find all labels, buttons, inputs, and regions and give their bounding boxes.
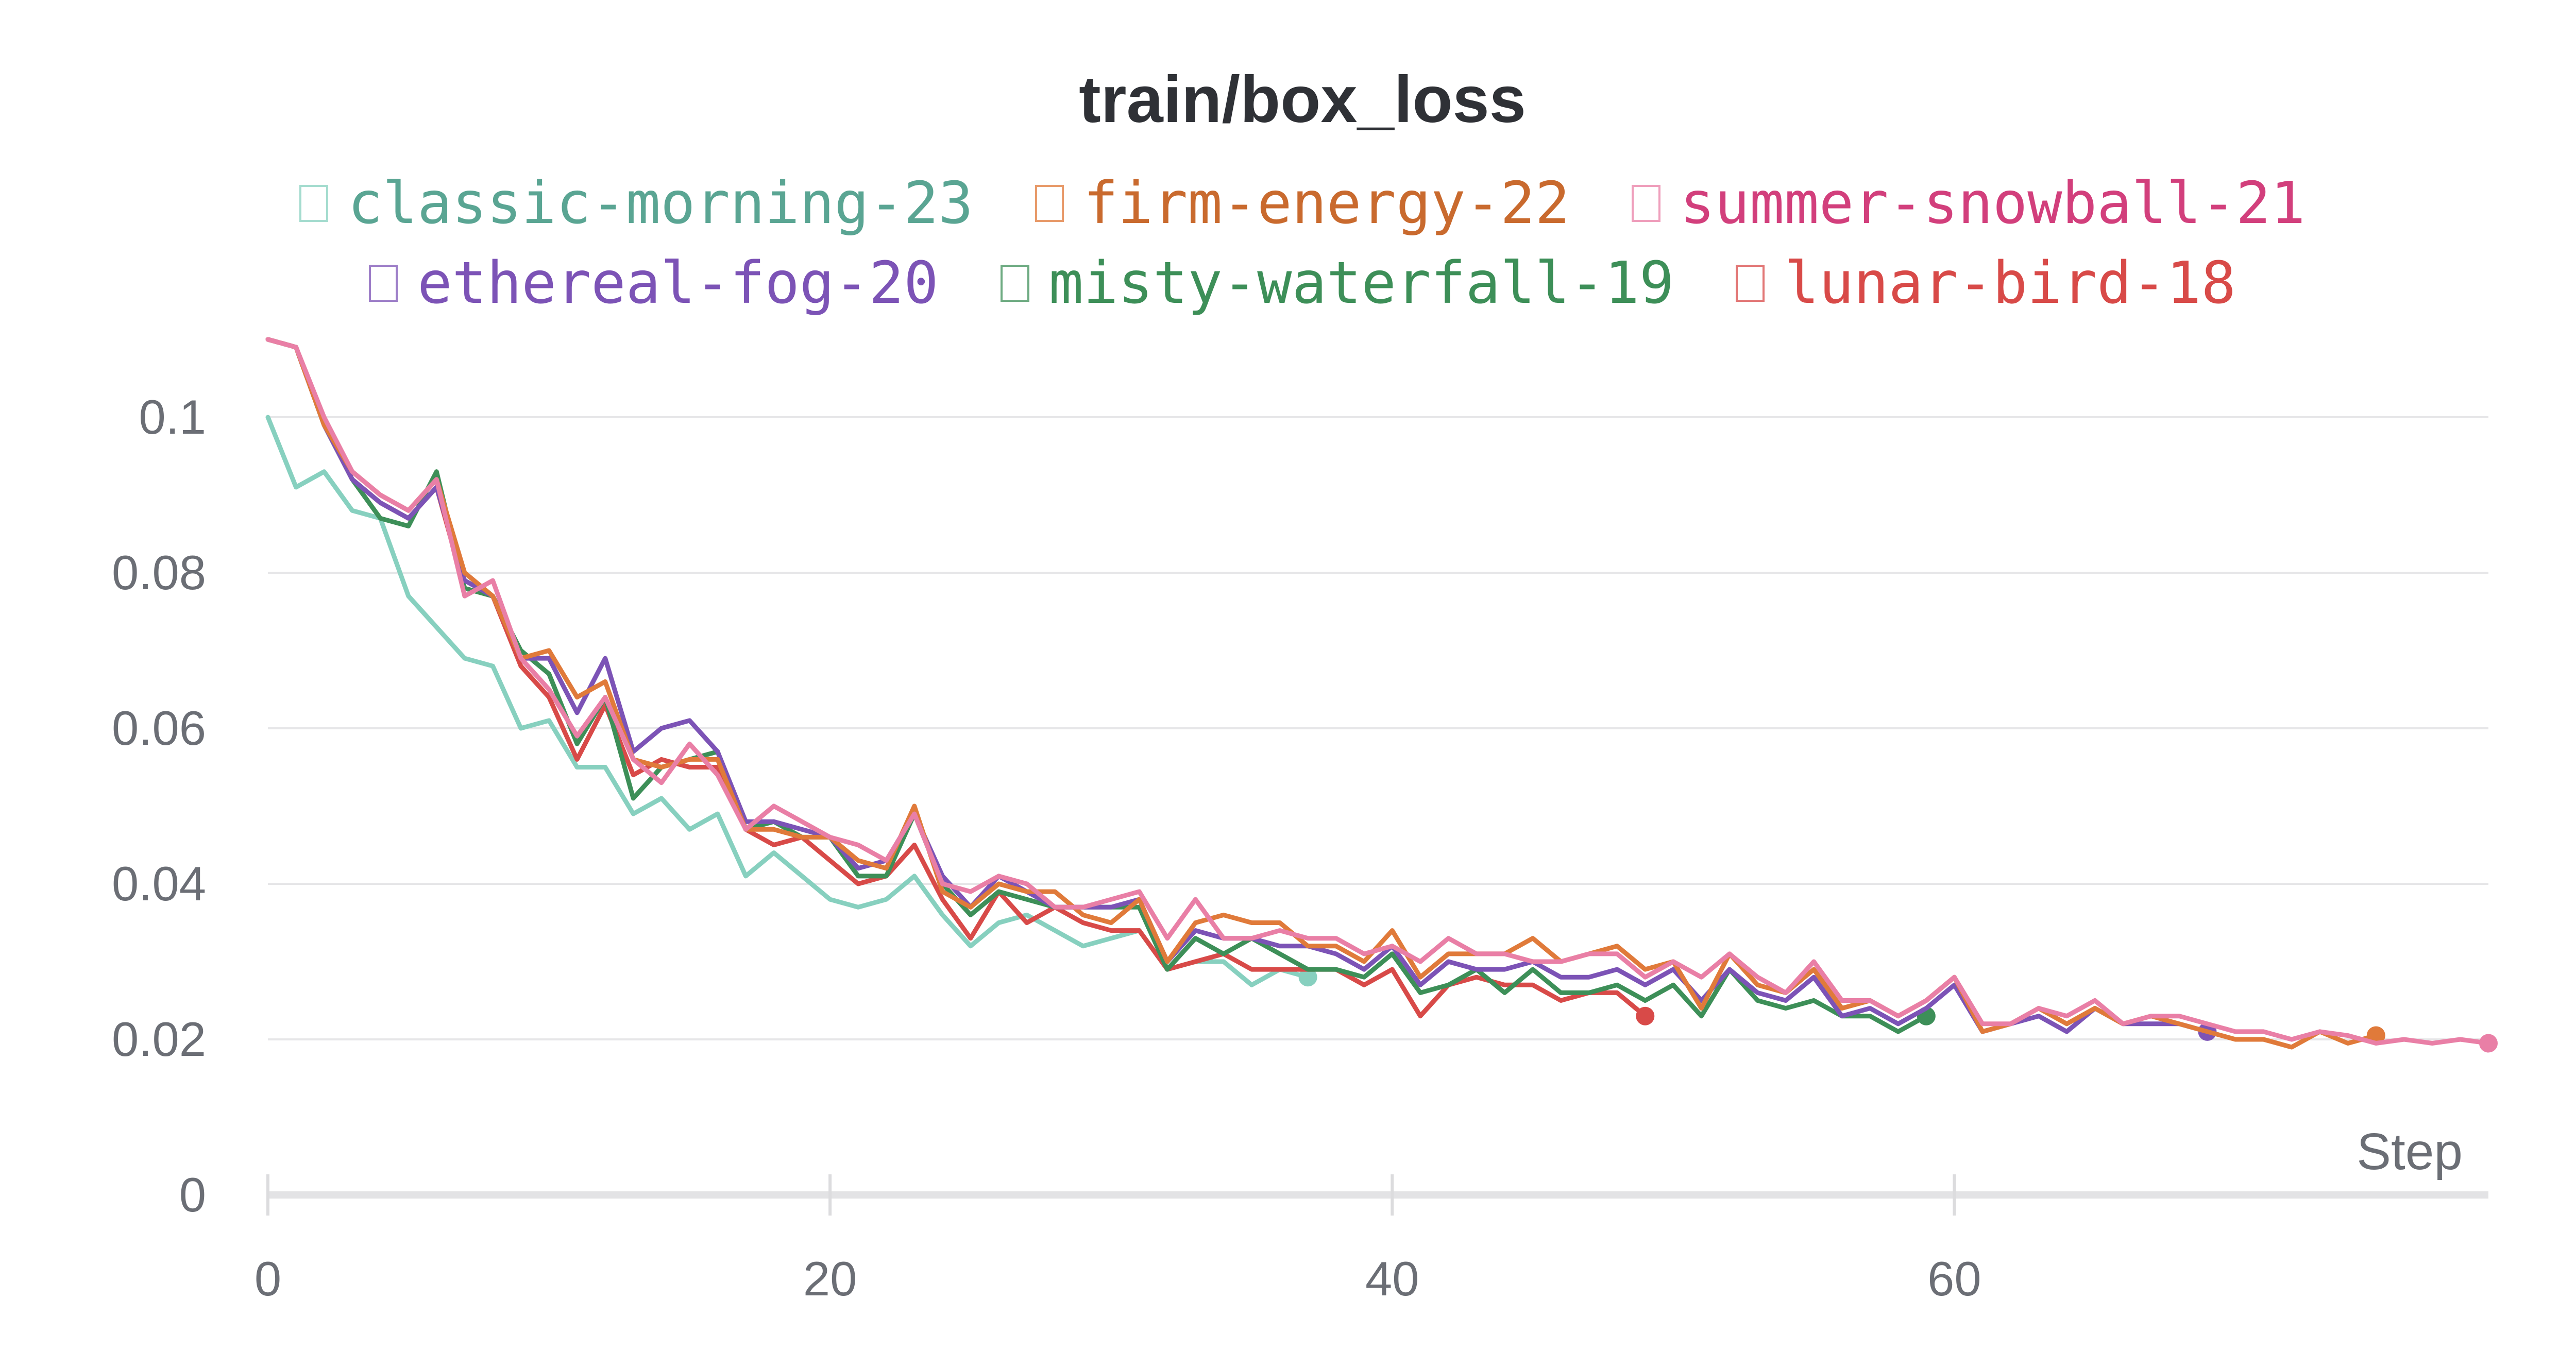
series-line-ethereal-fog-20 <box>265 337 2210 1034</box>
legend-row-2: ethereal-fog-20 misty-waterfall-19 lunar… <box>0 250 2576 317</box>
series-line-firm-energy-22 <box>265 337 2379 1050</box>
x-tick-label: 40 <box>1365 1252 1419 1306</box>
chart-title: train/box_loss <box>1079 63 1526 136</box>
legend-label: ethereal-fog-20 <box>417 250 939 317</box>
y-tick-label: 0.1 <box>139 390 206 444</box>
legend-swatch-icon <box>1035 185 1064 222</box>
legend-item-lunar-bird-18[interactable]: lunar-bird-18 <box>1736 250 2236 317</box>
legend-swatch-icon <box>369 265 398 302</box>
legend-item-classic-morning-23[interactable]: classic-morning-23 <box>299 170 973 237</box>
legend-swatch-icon <box>1736 265 1765 302</box>
legend-label: lunar-bird-18 <box>1784 250 2236 317</box>
legend-label: classic-morning-23 <box>348 170 973 237</box>
x-tick-label: 20 <box>803 1252 857 1306</box>
y-tick-label: 0.08 <box>112 545 206 600</box>
legend-row-1: classic-morning-23 firm-energy-22 summer… <box>0 170 2576 237</box>
legend-item-summer-snowball-21[interactable]: summer-snowball-21 <box>1632 170 2306 237</box>
legend-item-firm-energy-22[interactable]: firm-energy-22 <box>1035 170 1570 237</box>
legend-label: firm-energy-22 <box>1083 170 1570 237</box>
y-tick-label: 0.06 <box>112 701 206 755</box>
legend-swatch-icon <box>1000 265 1029 302</box>
legend-label: misty-waterfall-19 <box>1048 250 1674 317</box>
y-tick-label: 0 <box>179 1168 206 1222</box>
series-end-point-summer-snowball-21 <box>2479 1034 2498 1053</box>
legend-label: summer-snowball-21 <box>1680 170 2306 237</box>
series-line-summer-snowball-21 <box>265 337 2491 1046</box>
legend-item-misty-waterfall-19[interactable]: misty-waterfall-19 <box>1000 250 1674 317</box>
legend-swatch-icon <box>1632 185 1660 222</box>
legend-swatch-icon <box>299 185 329 222</box>
x-axis-label: Step <box>2357 1123 2463 1181</box>
x-tick-label: 60 <box>1927 1252 1981 1306</box>
series-end-point-classic-morning-23 <box>1298 968 1317 987</box>
x-tick-label: 0 <box>255 1252 281 1306</box>
series-line-lunar-bird-18 <box>265 337 1648 1019</box>
y-tick-label: 0.04 <box>112 857 206 911</box>
y-tick-label: 0.02 <box>112 1012 206 1066</box>
series-end-point-lunar-bird-18 <box>1636 1006 1655 1025</box>
legend-item-ethereal-fog-20[interactable]: ethereal-fog-20 <box>369 250 939 317</box>
